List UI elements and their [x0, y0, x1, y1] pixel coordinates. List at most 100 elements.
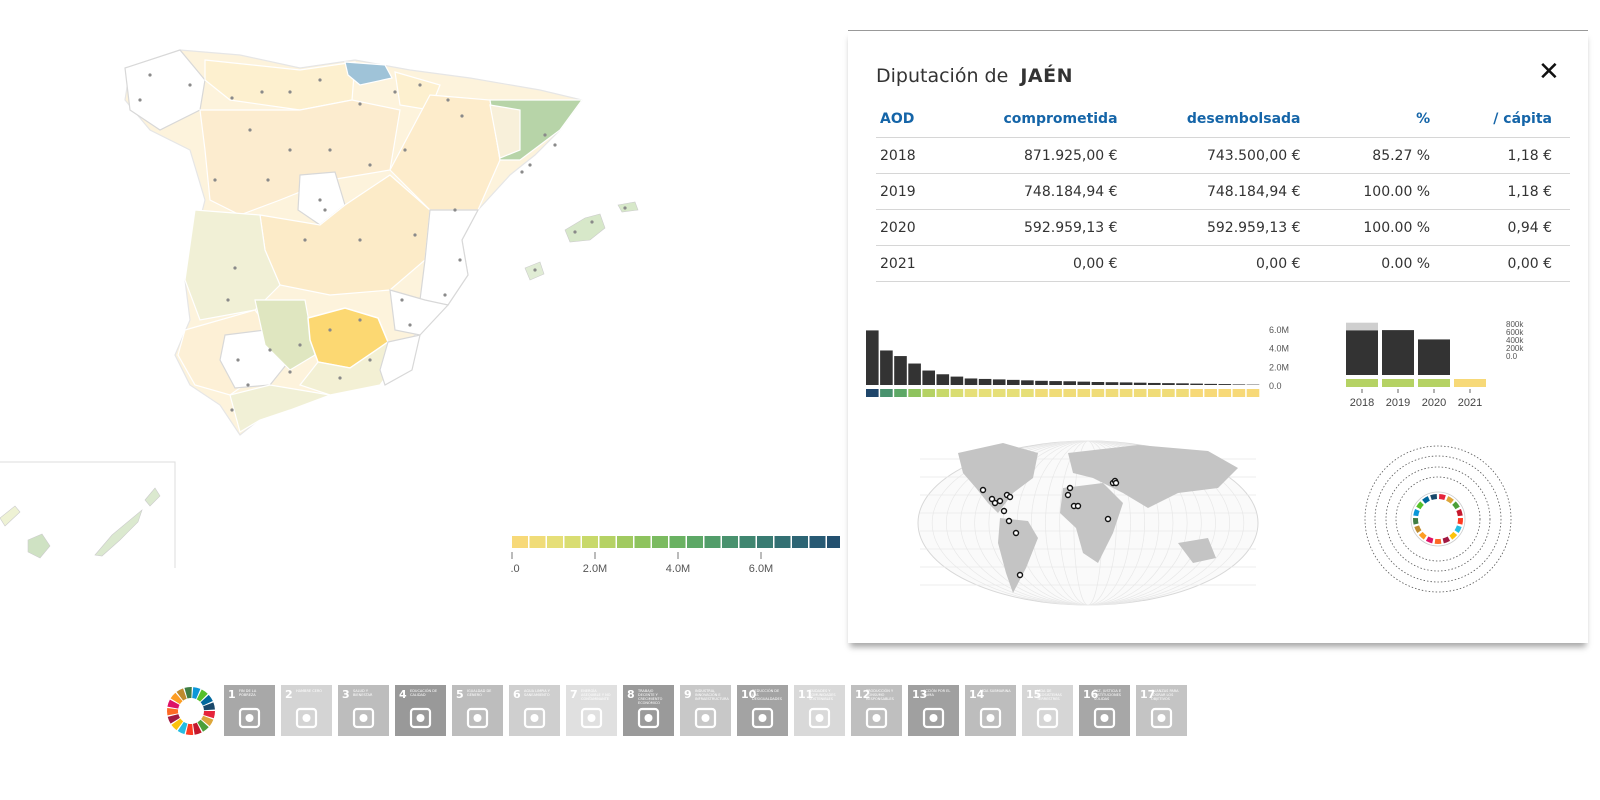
col-header-per-capita[interactable]: / cápita	[1493, 111, 1552, 127]
ranking-bar[interactable]	[1162, 383, 1175, 385]
province-murcia[interactable]	[389, 289, 450, 336]
col-header-committed[interactable]: comprometida	[1003, 111, 1118, 127]
sdg-goal-11[interactable]: 11 Ciudades y comunidades sostenibles	[794, 685, 845, 736]
sdg-goal-4[interactable]: 4 Educación de calidad	[395, 685, 446, 736]
province-almeria[interactable]	[379, 334, 421, 386]
sdg-ring-segment[interactable]	[1430, 494, 1438, 501]
province-basque[interactable]	[344, 61, 393, 86]
ranking-bar[interactable]	[894, 356, 907, 385]
ranking-bar[interactable]	[1190, 383, 1203, 385]
sdg-ring-segment[interactable]	[1456, 508, 1463, 517]
project-location-marker[interactable]	[1112, 479, 1120, 487]
sdg-goal-16[interactable]: 16 Paz, justicia e instituciones sólidas	[1079, 685, 1130, 736]
project-location-marker[interactable]	[1064, 491, 1072, 499]
sdg-ring-segment[interactable]	[1422, 496, 1430, 504]
ranking-bar[interactable]	[1119, 382, 1133, 385]
sdg-ring-segment[interactable]	[1414, 525, 1422, 534]
ranking-bar[interactable]	[880, 350, 893, 385]
sdg-goal-9[interactable]: 9 Industria, innovación e infraestructura	[680, 685, 731, 736]
ranking-bar[interactable]	[1063, 381, 1076, 385]
sdg-goal-17[interactable]: 17 Alianzas para lograr los objetivos	[1136, 685, 1187, 736]
col-header-aod[interactable]: AOD	[880, 111, 915, 127]
sdg-goal-13[interactable]: 13 Acción por el clima	[908, 685, 959, 736]
ranking-bar[interactable]	[1232, 384, 1246, 385]
sdg-goal-8[interactable]: 8 Trabajo decente y crecimiento económico	[623, 685, 674, 736]
col-header-percent[interactable]: %	[1416, 111, 1431, 127]
island-fuerteventura[interactable]	[94, 509, 143, 557]
sdg-goal-7[interactable]: 7 Energía asequible y no contaminante	[566, 685, 617, 736]
sdg-ring-segment[interactable]	[1438, 494, 1446, 501]
province-malaga-cadiz[interactable]	[229, 384, 333, 433]
island-lanzarote[interactable]	[144, 487, 161, 507]
project-location-marker[interactable]	[1074, 502, 1082, 510]
ranking-bar[interactable]	[964, 378, 978, 385]
project-location-marker[interactable]	[1066, 484, 1074, 492]
year-bar-disbursed[interactable]	[1418, 339, 1450, 375]
sdg-goal-3[interactable]: 3 Salud y bienestar	[338, 685, 389, 736]
sdg-ring-segment[interactable]	[1416, 501, 1424, 510]
province-catalonia-2[interactable]	[489, 104, 521, 159]
project-location-marker[interactable]	[1012, 529, 1020, 537]
sdg-goal-5[interactable]: 5 Igualdad de género	[452, 685, 503, 736]
project-location-marker[interactable]	[996, 497, 1004, 505]
island-gran-canaria[interactable]	[27, 533, 51, 559]
ranking-bar[interactable]	[992, 379, 1006, 385]
sdg-ring-segment[interactable]	[1434, 538, 1442, 544]
sdg-goal-12[interactable]: 12 Producción y consumo responsables	[851, 685, 902, 736]
ranking-bar[interactable]	[1035, 380, 1048, 385]
ranking-bar[interactable]	[1007, 379, 1020, 385]
ranking-bar[interactable]	[1148, 382, 1161, 385]
year-bar-disbursed[interactable]	[1382, 330, 1414, 375]
ranking-bar[interactable]	[1105, 382, 1119, 385]
year-bar-committed[interactable]	[1346, 322, 1378, 331]
sdg-goal-15[interactable]: 15 Vida de ecosistemas terrestres	[1022, 685, 1073, 736]
project-location-marker[interactable]	[1006, 493, 1014, 501]
ranking-bar[interactable]	[1218, 384, 1232, 385]
sdg-goal-2[interactable]: 2 Hambre cero	[281, 685, 332, 736]
island-menorca[interactable]	[617, 201, 639, 213]
ranking-bar[interactable]	[866, 330, 879, 385]
sdg-ring-segment[interactable]	[1457, 517, 1463, 525]
sdg-wheel-icon[interactable]	[166, 686, 216, 736]
sdg-ring-segment[interactable]	[1413, 508, 1420, 517]
project-location-marker[interactable]	[1005, 517, 1013, 525]
sdg-ring-segment[interactable]	[1413, 517, 1419, 525]
ranking-bar[interactable]	[1091, 382, 1105, 385]
sdg-goal-1[interactable]: 1 Fin de la pobreza	[224, 685, 275, 736]
ranking-bar[interactable]	[978, 378, 992, 385]
sdg-goal-6[interactable]: 6 Agua limpia y saneamiento	[509, 685, 560, 736]
sdg-goal-14[interactable]: 14 Vida submarina	[965, 685, 1016, 736]
ranking-bar[interactable]	[1077, 381, 1091, 385]
sdg-ring-segment[interactable]	[1442, 536, 1451, 544]
sdg-ring-segment[interactable]	[1418, 531, 1427, 540]
project-location-marker[interactable]	[1000, 507, 1008, 515]
province-extremadura[interactable]	[184, 209, 281, 321]
project-location-marker[interactable]	[979, 486, 987, 494]
ranking-bar[interactable]	[1133, 382, 1147, 385]
sdg-goal-10[interactable]: 10 Reducción de las desigualdades	[737, 685, 788, 736]
col-header-disbursed[interactable]: desembolsada	[1186, 111, 1301, 127]
project-location-marker[interactable]	[1104, 515, 1112, 523]
ranking-bar[interactable]	[950, 376, 964, 385]
ranking-bar[interactable]	[1049, 381, 1062, 385]
year-bar-disbursed[interactable]	[1346, 330, 1378, 375]
ranking-bar[interactable]	[908, 363, 921, 385]
project-location-marker[interactable]	[1016, 571, 1024, 579]
close-icon[interactable]: ✕	[1538, 57, 1560, 87]
island-mallorca[interactable]	[564, 213, 606, 243]
province-cordoba[interactable]	[254, 299, 316, 371]
sdg-ring-segment[interactable]	[1452, 501, 1460, 510]
ranking-bar[interactable]	[1021, 380, 1034, 385]
sdg-ring-segment[interactable]	[1454, 525, 1462, 534]
province-valencia[interactable]	[419, 209, 479, 306]
project-location-marker[interactable]	[988, 495, 996, 503]
sdg-ring-segment[interactable]	[1446, 496, 1454, 504]
ranking-bar[interactable]	[936, 374, 950, 385]
ranking-bar[interactable]	[922, 370, 935, 385]
island-tenerife[interactable]	[0, 505, 21, 527]
ranking-bar[interactable]	[1176, 383, 1189, 385]
ranking-bar[interactable]	[1204, 383, 1217, 385]
project-location-marker[interactable]	[991, 499, 999, 507]
sdg-ring-segment[interactable]	[1425, 536, 1434, 544]
sdg-ring-segment[interactable]	[1449, 531, 1458, 540]
